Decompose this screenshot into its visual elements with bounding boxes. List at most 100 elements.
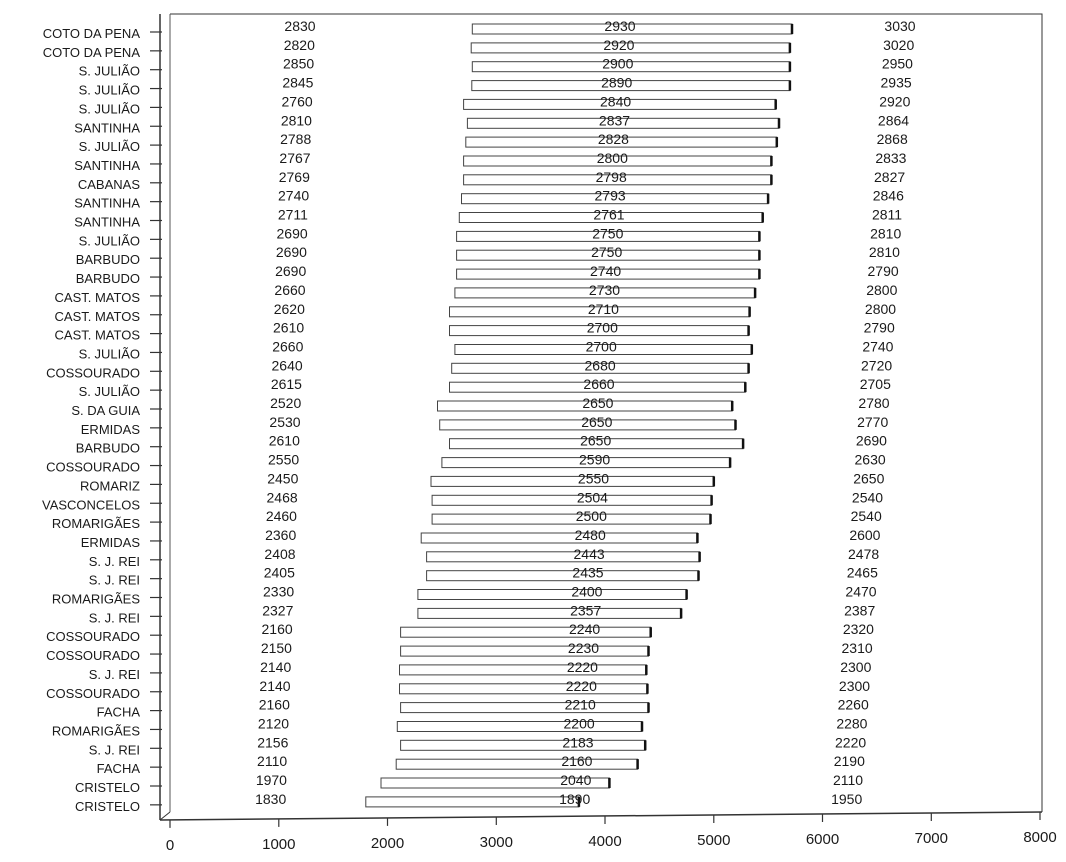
value-label-max: 2920 [879,93,910,109]
value-label-mid: 2840 [600,93,631,109]
value-label-mid: 2230 [568,640,599,656]
value-label-max: 2650 [853,470,884,486]
value-label-mid: 2798 [596,169,627,185]
value-label-max: 2540 [852,489,883,505]
category-label: ROMARIZ [80,478,140,493]
value-label-max: 2470 [845,584,876,600]
plot-frame [159,13,1043,821]
value-label-mid: 2650 [582,395,613,411]
category-label: S. J. REI [89,742,140,757]
value-label-min: 2690 [277,225,308,241]
x-axis: 0 1000 2000 3000 4000 5000 6000 7000 8000 [159,811,1057,854]
value-label-max: 2864 [878,112,909,128]
value-label-max: 2310 [842,640,873,656]
value-label-mid: 2900 [602,56,633,72]
value-label-mid: 2890 [601,75,632,91]
value-label-mid: 2650 [581,414,612,430]
value-label-max: 2790 [868,263,899,279]
bar [417,589,687,600]
value-label-min: 2615 [271,376,302,392]
value-label-min: 2160 [262,621,293,637]
value-label-max: 2705 [860,376,891,392]
value-label-min: 2610 [269,433,300,449]
value-label-max: 2110 [833,772,863,788]
value-label-max: 2935 [881,75,912,91]
category-label: S. JULIÃO [79,101,140,116]
corner-line [159,811,171,821]
value-label-min: 2520 [270,395,301,411]
x-tick-label: 0 [166,837,174,854]
value-label-min: 2408 [264,546,295,562]
value-label-max: 2827 [874,169,905,185]
bar [426,570,699,582]
value-label-mid: 2220 [567,659,598,675]
value-label-max: 2320 [843,621,874,637]
value-label-min: 2610 [273,320,304,336]
value-label-mid: 2700 [587,320,618,336]
category-label: FACHA [97,705,141,720]
bars-layer [365,23,794,808]
frame-top-right [170,13,1043,812]
value-label-max: 2190 [834,753,865,769]
category-label: SANTINHA [74,120,140,135]
category-label: BARBUDO [76,271,140,286]
value-label-mid: 2930 [604,18,635,34]
category-label: VASCONCELOS [42,497,140,512]
value-label-mid: 2240 [569,621,600,637]
value-label-min: 2450 [267,470,298,486]
category-label: CABANAS [78,177,140,192]
value-label-mid: 2160 [561,753,592,769]
x-tick-label: 4000 [588,833,621,850]
category-label: COTO DA PENA [43,45,141,60]
value-label-mid: 1890 [559,791,590,807]
value-label-mid: 2920 [603,37,634,53]
value-label-min: 2640 [272,357,303,373]
bar [395,758,639,770]
category-labels: COTO DA PENA COTO DA PENA S. JULIÃO S. JULI… [42,26,162,814]
bar [430,475,715,487]
value-label-max: 2740 [862,339,893,355]
value-label-max: 2811 [872,207,902,223]
value-label-min: 2767 [279,150,310,166]
category-label: SANTINHA [74,196,140,211]
value-label-mid: 2443 [574,546,605,562]
value-label-max: 2810 [870,225,901,241]
category-label: S. JULIÃO [79,64,140,79]
category-label: COSSOURADO [46,686,140,701]
value-label-max: 2720 [861,357,892,373]
bar [396,721,643,732]
bar [431,494,713,506]
value-label-mid: 2504 [577,489,608,505]
category-label: COSSOURADO [46,460,140,475]
bar [399,664,647,676]
x-tick-label: 8000 [1023,829,1056,846]
category-label: S. JULIÃO [79,346,140,361]
value-label-mid: 2210 [565,697,596,713]
value-label-min: 2690 [276,244,307,260]
value-label-min: 1970 [256,772,287,788]
value-label-max: 2770 [857,414,888,430]
value-label-mid: 2550 [578,470,609,486]
value-label-max: 2950 [882,56,913,72]
category-label: S. J. REI [89,667,140,682]
value-label-max: 2300 [840,659,871,675]
value-label-mid: 2800 [597,150,628,166]
value-label-max: 2800 [865,301,896,317]
value-label-max: 2630 [855,452,886,468]
category-label: CAST. MATOS [55,290,141,305]
value-label-min: 2468 [267,489,298,505]
value-label-mid: 2660 [583,376,614,392]
value-label-min: 2845 [282,75,313,91]
value-label-max: 2868 [877,131,908,147]
category-label: ERMIDAS [81,535,141,550]
value-label-mid: 2183 [562,734,593,750]
bar [365,796,580,808]
value-label-mid: 2200 [564,716,595,732]
value-label-min: 2740 [278,188,309,204]
value-label-mid: 2435 [572,565,603,581]
category-label: SANTINHA [74,158,140,173]
value-label-max: 2540 [851,508,882,524]
value-label-max: 2780 [858,395,889,411]
x-axis-line [159,811,1043,821]
